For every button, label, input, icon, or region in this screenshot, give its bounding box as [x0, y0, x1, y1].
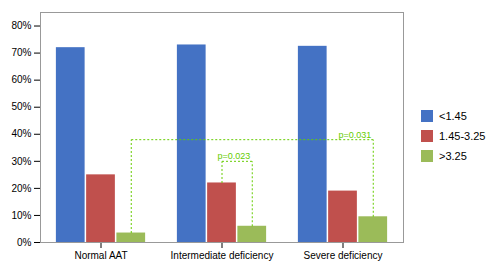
svg-text:Normal AAT: Normal AAT: [74, 250, 127, 261]
html-text:>3.25: >3.25: [439, 150, 467, 162]
svg-text:40%: 40%: [11, 128, 31, 139]
svg-text:p=0.031: p=0.031: [338, 130, 371, 140]
svg-text:p=0.023: p=0.023: [217, 151, 250, 161]
svg-text:20%: 20%: [11, 183, 31, 194]
html-text:<1.45: <1.45: [439, 110, 467, 122]
svg-text:50%: 50%: [11, 101, 31, 112]
html-text:1.45-3.25: 1.45-3.25: [439, 130, 486, 142]
svg-text:Severe deficiency: Severe deficiency: [304, 250, 383, 261]
svg-text:30%: 30%: [11, 156, 31, 167]
svg-text:80%: 80%: [11, 20, 31, 31]
svg-text:Intermediate deficiency: Intermediate deficiency: [171, 250, 274, 261]
svg-text:70%: 70%: [11, 47, 31, 58]
svg-text:0%: 0%: [17, 237, 32, 248]
svg-text:10%: 10%: [11, 210, 31, 221]
svg-text:60%: 60%: [11, 74, 31, 85]
